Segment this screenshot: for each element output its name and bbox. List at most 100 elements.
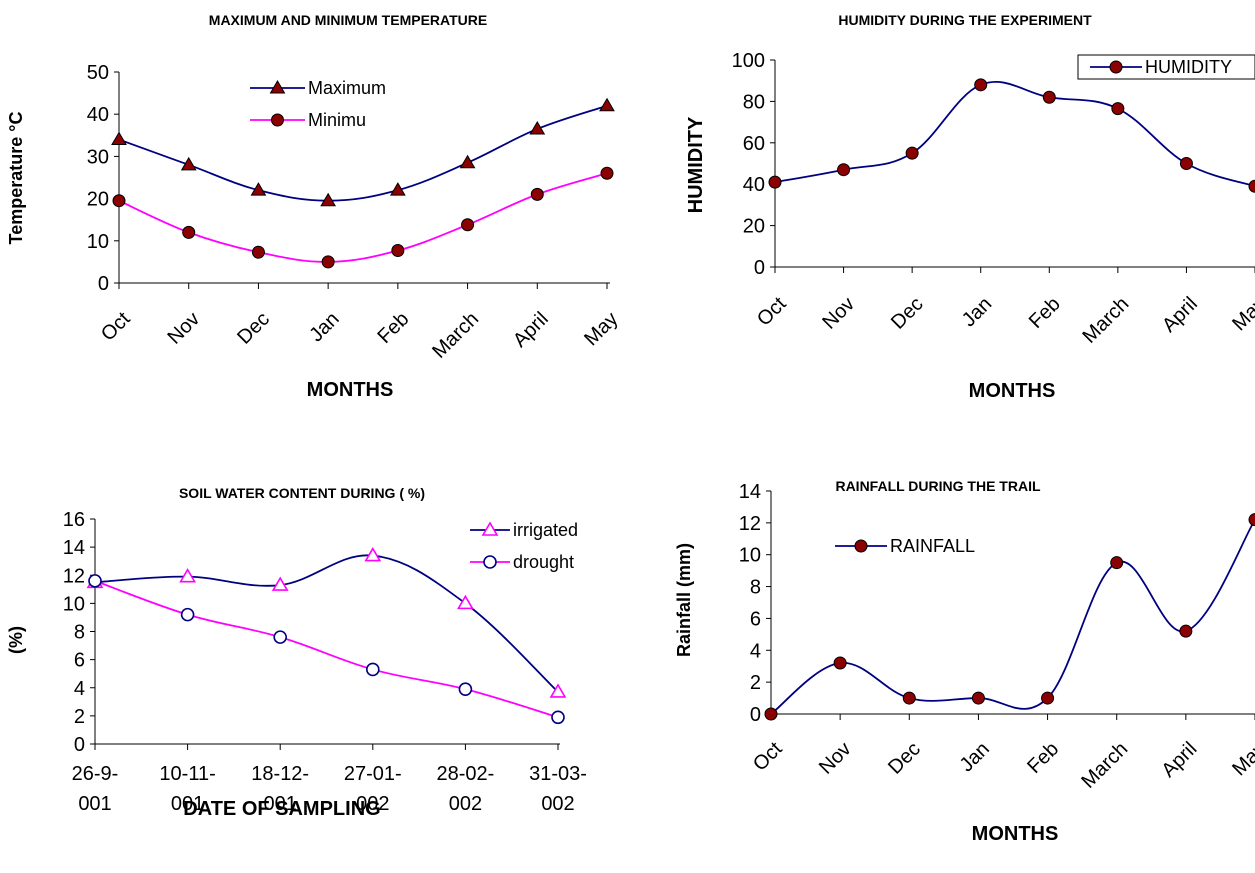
x-axis-label: MONTHS	[972, 823, 1059, 845]
data-point	[971, 691, 985, 705]
chart-4: RAINFALL DURING THE TRAIL 0 2 4 6 8 10 12 14 Oct N…	[674, 478, 1255, 845]
y-tick-label: 2	[750, 672, 761, 694]
y-tick-label: 6	[750, 608, 761, 630]
y-axis-label: Temperature °C	[6, 112, 26, 245]
data-point	[273, 630, 288, 644]
data-point	[112, 194, 126, 208]
x-axis-label: MONTHS	[307, 379, 394, 401]
data-point	[837, 163, 851, 177]
x-tick-label: Oct	[97, 308, 135, 346]
data-point	[764, 707, 778, 721]
y-tick-label: 40	[743, 174, 765, 196]
x-tick-label: May	[1228, 738, 1255, 780]
data-point	[833, 656, 847, 670]
x-tick-label: Oct	[753, 293, 791, 331]
x-tick-label: April	[1158, 738, 1202, 782]
y-tick-label: 6	[74, 650, 85, 672]
data-point	[974, 78, 988, 92]
data-point	[600, 166, 614, 180]
data-point	[1111, 102, 1125, 116]
x-tick-label: April	[509, 308, 553, 352]
legend-label: HUMIDITY	[1145, 57, 1232, 77]
chart-1: MAXIMUM AND MINIMUM TEMPERATURE 0 10 20 30 40…	[6, 12, 623, 401]
y-tick-label: 0	[98, 273, 109, 295]
data-point	[180, 607, 195, 622]
series-line-1	[774, 80, 1255, 188]
data-point	[1248, 513, 1255, 527]
x-tick-label-line2: 001	[171, 793, 204, 815]
series-line-2	[94, 580, 559, 719]
data-point	[458, 682, 473, 696]
x-tick-label: Dec	[884, 738, 925, 779]
legend-marker	[269, 80, 286, 94]
data-point	[768, 175, 782, 189]
x-tick-label: Dec	[887, 293, 928, 334]
x-tick-label-line1: 26-9-	[72, 763, 119, 785]
y-tick-label: 40	[87, 104, 109, 126]
data-point	[391, 244, 405, 258]
legend-label: drought	[513, 552, 574, 572]
x-tick-label-line1: 27-01-	[344, 763, 402, 785]
data-point	[902, 691, 916, 705]
legend-marker	[854, 539, 868, 553]
y-tick-label: 12	[739, 513, 761, 535]
x-tick-label-line2: 002	[449, 793, 482, 815]
y-tick-label: 0	[750, 704, 761, 726]
data-point	[529, 120, 546, 135]
x-tick-label: Jan	[956, 738, 994, 776]
legend-marker	[481, 521, 499, 536]
legend-label: irrigated	[513, 520, 578, 540]
x-axis-label: MONTHS	[969, 380, 1056, 402]
y-tick-label: 8	[750, 577, 761, 599]
x-tick-label: March	[1077, 738, 1132, 793]
y-tick-label: 10	[87, 231, 109, 253]
data-point	[1042, 90, 1056, 104]
x-tick-label: May	[580, 308, 622, 350]
y-tick-label: 80	[743, 91, 765, 113]
y-tick-label: 50	[87, 62, 109, 84]
y-tick-label: 4	[750, 640, 761, 662]
data-point	[320, 192, 337, 207]
data-point	[364, 546, 382, 562]
y-tick-label: 0	[754, 257, 765, 279]
legend-label: Minimu	[308, 110, 366, 130]
legend-marker	[483, 555, 497, 569]
x-tick-label-line2: 002	[541, 793, 574, 815]
data-point	[111, 131, 127, 146]
y-tick-label: 8	[74, 622, 85, 644]
data-point	[88, 574, 102, 588]
y-tick-label: 2	[74, 706, 85, 728]
y-tick-label: 4	[74, 678, 85, 700]
x-tick-label-line2: 001	[78, 793, 111, 815]
data-point	[321, 255, 335, 269]
x-tick-label: March	[1079, 293, 1134, 348]
y-tick-label: 14	[739, 481, 761, 503]
y-axis-label: HUMIDITY	[685, 116, 707, 213]
data-point	[1179, 624, 1193, 638]
series-line-1	[94, 554, 559, 693]
data-point	[271, 576, 289, 591]
x-tick-label-line2: 002	[356, 793, 389, 815]
data-point	[461, 218, 475, 232]
x-tick-label: March	[428, 308, 483, 363]
y-tick-label: 10	[739, 545, 761, 567]
x-tick-label-line1: 28-02-	[436, 763, 494, 785]
x-tick-label-line1: 18-12-	[251, 763, 309, 785]
legend-marker	[1109, 60, 1123, 74]
x-tick-label: Jan	[958, 293, 996, 331]
x-tick-label: Nov	[818, 293, 859, 334]
data-point	[530, 187, 544, 201]
data-point	[180, 156, 197, 171]
x-tick-label: Nov	[815, 738, 856, 779]
data-point	[365, 662, 380, 677]
x-tick-label: May	[1228, 293, 1255, 335]
x-tick-label: Jan	[305, 308, 343, 346]
legend-label: Maximum	[308, 78, 386, 98]
y-tick-label: 16	[63, 509, 85, 531]
x-tick-label-line1: 10-11-	[159, 763, 215, 785]
chart-title: HUMIDITY DURING THE EXPERIMENT	[838, 12, 1092, 28]
data-point	[389, 182, 406, 196]
x-tick-label: Oct	[749, 738, 787, 776]
data-point	[179, 568, 196, 583]
